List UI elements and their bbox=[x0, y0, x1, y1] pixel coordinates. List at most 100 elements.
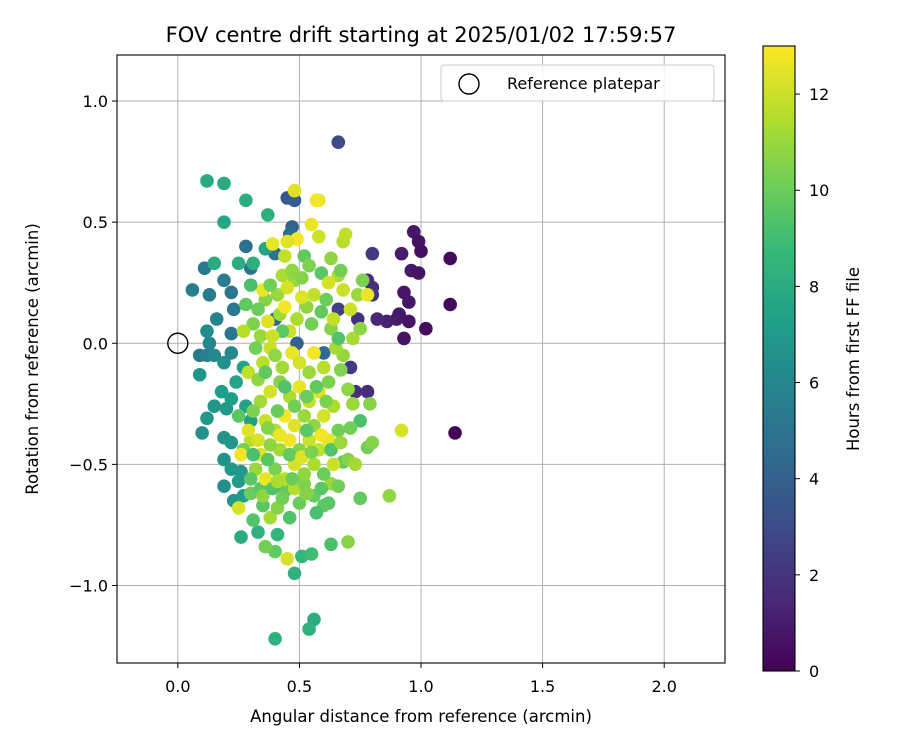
data-point bbox=[346, 397, 360, 411]
data-point bbox=[260, 314, 275, 329]
data-point bbox=[346, 331, 360, 346]
data-point bbox=[287, 399, 302, 414]
data-point bbox=[419, 321, 433, 336]
data-point bbox=[287, 193, 302, 208]
data-point bbox=[263, 438, 278, 452]
data-point bbox=[258, 539, 273, 554]
data-point bbox=[285, 263, 299, 278]
data-point bbox=[260, 208, 275, 222]
data-point bbox=[370, 312, 385, 326]
data-point bbox=[304, 217, 319, 232]
colorbar-tick-label: 8 bbox=[809, 277, 819, 296]
data-point bbox=[275, 491, 290, 506]
data-point bbox=[355, 273, 370, 288]
data-point bbox=[350, 288, 365, 302]
data-point bbox=[268, 631, 282, 646]
data-point bbox=[304, 317, 319, 331]
data-point bbox=[231, 256, 246, 271]
data-point bbox=[333, 363, 348, 377]
data-point bbox=[299, 486, 314, 501]
data-point bbox=[243, 472, 258, 486]
data-point bbox=[202, 336, 217, 351]
colorbar-tick-label: 10 bbox=[809, 181, 829, 200]
data-point bbox=[309, 506, 324, 520]
chart-title: FOV centre drift starting at 2025/01/02 … bbox=[166, 23, 677, 47]
x-tick-label: 1.5 bbox=[530, 677, 555, 696]
data-point bbox=[331, 331, 346, 346]
data-point bbox=[324, 251, 338, 266]
data-point bbox=[292, 496, 307, 510]
data-point bbox=[287, 183, 302, 198]
data-point bbox=[319, 292, 333, 307]
data-point bbox=[278, 380, 292, 394]
data-point bbox=[239, 239, 253, 254]
data-point bbox=[282, 447, 297, 462]
data-point bbox=[258, 365, 273, 380]
data-point bbox=[224, 435, 239, 450]
data-point bbox=[202, 288, 217, 302]
x-axis-ticks: 0.0 0.5 1.0 1.5 2.0 bbox=[165, 663, 677, 696]
data-point bbox=[314, 266, 329, 280]
data-point bbox=[309, 193, 324, 208]
data-point bbox=[304, 445, 319, 460]
data-point bbox=[239, 297, 253, 312]
data-point bbox=[268, 348, 282, 363]
data-point bbox=[326, 312, 341, 326]
data-point bbox=[246, 404, 260, 418]
data-point bbox=[207, 399, 222, 414]
scatter-points bbox=[185, 135, 462, 646]
legend-label-reference-platepar: Reference platepar bbox=[507, 74, 660, 93]
data-point bbox=[331, 135, 346, 150]
data-point bbox=[248, 341, 263, 355]
data-point bbox=[331, 479, 346, 493]
data-point bbox=[353, 321, 368, 336]
data-point bbox=[251, 433, 265, 447]
data-point bbox=[195, 426, 209, 440]
data-point bbox=[402, 295, 416, 309]
data-point bbox=[246, 317, 260, 331]
data-point bbox=[382, 489, 397, 503]
data-point bbox=[263, 384, 278, 399]
data-point bbox=[234, 530, 248, 544]
data-point bbox=[295, 271, 309, 285]
data-point bbox=[314, 481, 329, 496]
colorbar-tick-label: 4 bbox=[809, 470, 819, 489]
data-point bbox=[365, 246, 380, 261]
data-point bbox=[231, 474, 246, 489]
data-point bbox=[270, 288, 285, 302]
data-point bbox=[270, 527, 285, 542]
data-point bbox=[207, 256, 222, 271]
data-point bbox=[341, 382, 355, 397]
x-tick-label: 1.0 bbox=[408, 677, 433, 696]
data-point bbox=[263, 278, 278, 292]
x-tick-label: 2.0 bbox=[651, 677, 676, 696]
data-point bbox=[265, 329, 280, 343]
colorbar-tick-label: 12 bbox=[809, 85, 829, 104]
colorbar-tick-label: 2 bbox=[809, 566, 819, 585]
colorbar-tick-label: 0 bbox=[809, 662, 819, 681]
data-point bbox=[287, 566, 302, 581]
data-point bbox=[333, 435, 348, 450]
data-point bbox=[363, 397, 377, 411]
data-point bbox=[321, 496, 336, 510]
y-tick-label: 1.0 bbox=[83, 92, 108, 111]
data-point bbox=[280, 280, 295, 295]
data-point bbox=[394, 423, 409, 438]
data-point bbox=[270, 404, 285, 418]
data-point bbox=[207, 348, 222, 363]
data-point bbox=[200, 174, 214, 188]
colorbar-gradient bbox=[763, 46, 795, 671]
data-point bbox=[275, 360, 290, 375]
data-point bbox=[241, 423, 256, 438]
data-point bbox=[246, 513, 260, 527]
data-point bbox=[304, 547, 319, 561]
data-point bbox=[224, 346, 239, 360]
data-point bbox=[292, 355, 307, 370]
data-point bbox=[326, 457, 341, 472]
x-axis-title: Angular distance from reference (arcmin) bbox=[250, 707, 592, 726]
data-point bbox=[290, 312, 304, 326]
data-point bbox=[414, 244, 428, 259]
data-point bbox=[217, 273, 231, 288]
data-point bbox=[336, 283, 350, 297]
data-point bbox=[302, 258, 316, 273]
